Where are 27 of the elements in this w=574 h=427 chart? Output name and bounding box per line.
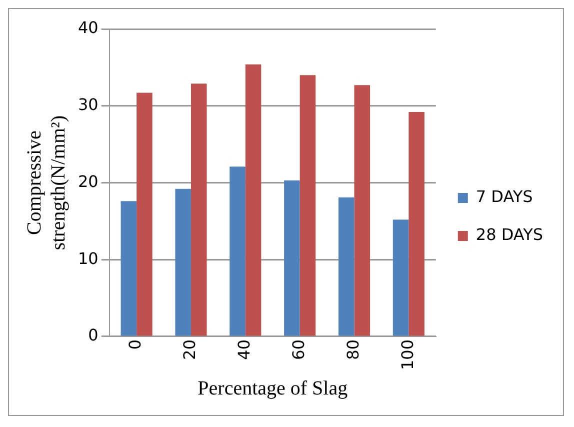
- y-tick-label: 20: [78, 172, 98, 191]
- y-axis-title: Compressive strength(N/mm²): [23, 115, 70, 250]
- x-tick-label: 0: [126, 339, 145, 350]
- bar: [354, 85, 370, 336]
- y-tick-label: 0: [88, 326, 98, 345]
- bar: [338, 197, 354, 336]
- bar: [120, 201, 137, 336]
- legend-label: 28 DAYS: [476, 225, 544, 244]
- bar: [408, 112, 424, 336]
- y-tick-label: 30: [78, 95, 98, 114]
- bar: [175, 188, 191, 336]
- bar: [284, 180, 300, 336]
- bar: [392, 220, 409, 336]
- bar: [230, 166, 246, 336]
- x-tick-label: 40: [234, 339, 254, 360]
- bar: [136, 92, 152, 336]
- x-tick-label: 100: [398, 339, 417, 370]
- x-tick-label: 20: [180, 339, 200, 360]
- bar: [245, 64, 262, 336]
- y-tick-label: 10: [78, 248, 98, 268]
- x-tick-label: 80: [343, 339, 362, 360]
- bar: [190, 84, 207, 336]
- legend-label: 7 DAYS: [476, 187, 533, 206]
- x-axis-title: Percentage of Slag: [198, 377, 348, 400]
- y-tick-label: 40: [78, 18, 98, 38]
- x-tick-label: 60: [288, 339, 308, 360]
- bar: [300, 75, 316, 336]
